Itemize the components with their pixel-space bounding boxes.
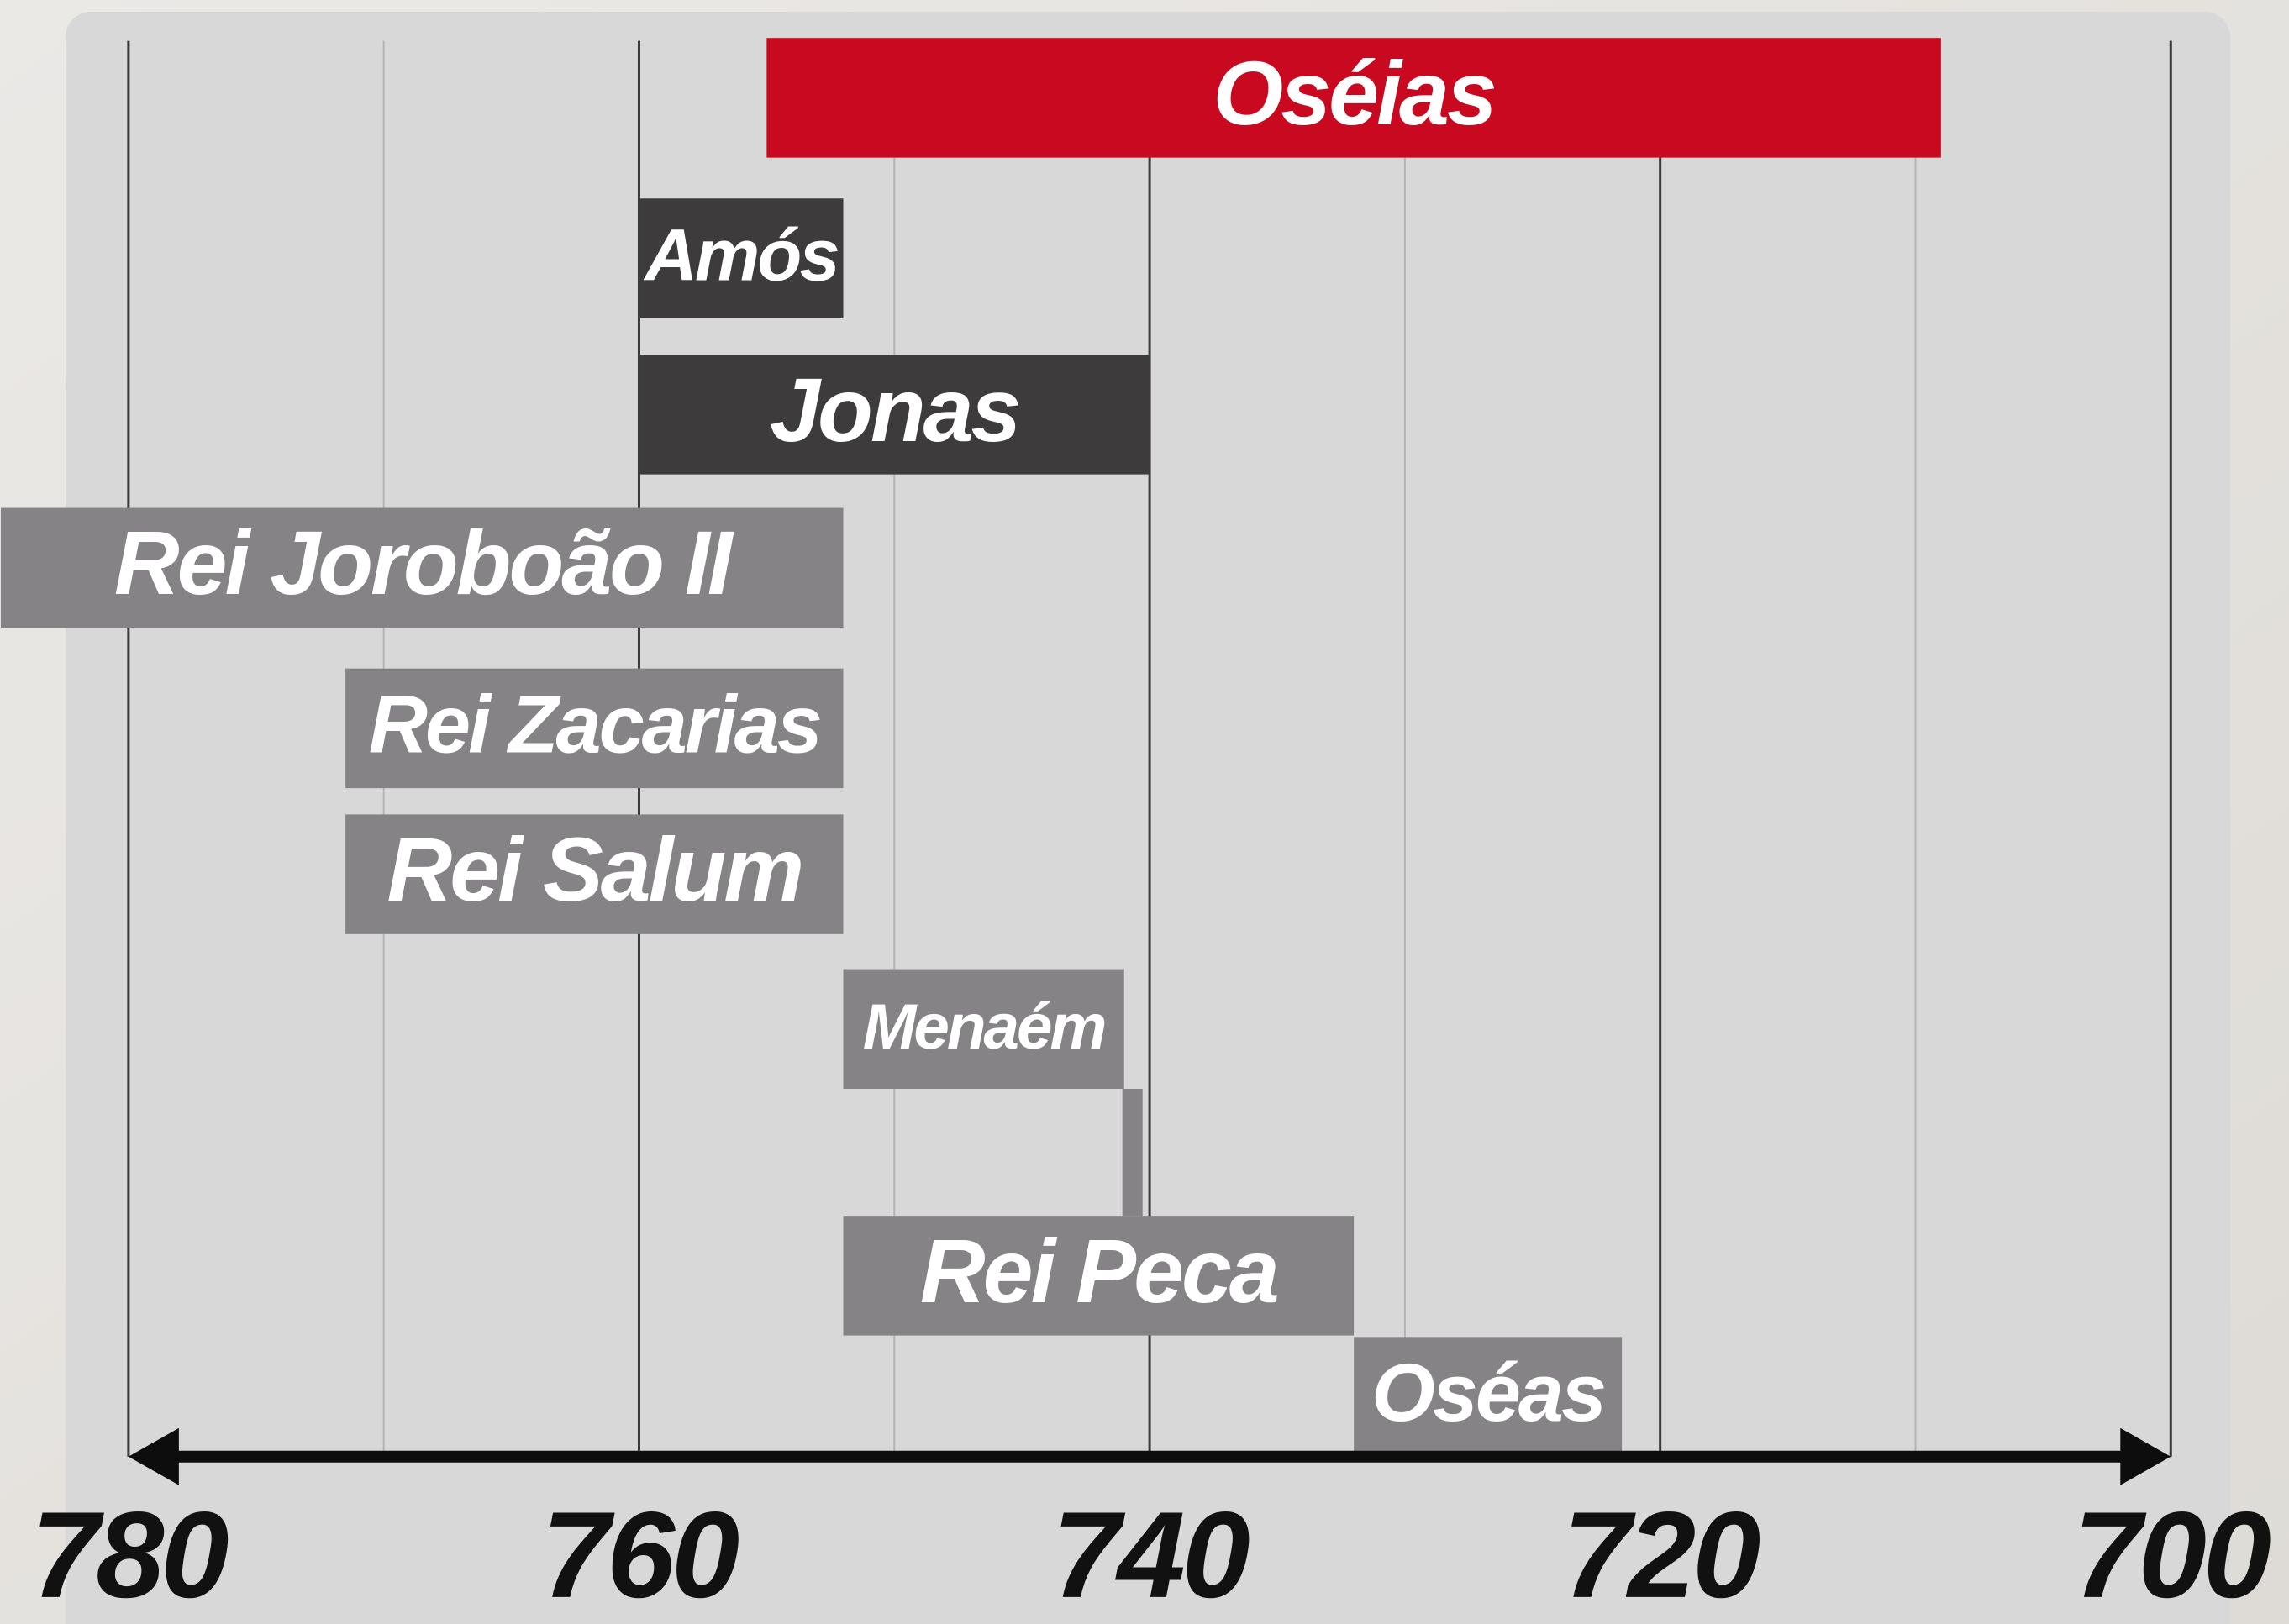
bar-label: Rei Peca (920, 1221, 1277, 1322)
bar-label: Jonas (770, 360, 1018, 460)
bar-label: Rei Zacarias (369, 679, 820, 770)
x-tick-label: 740 (1052, 1486, 1249, 1623)
x-tick-label: 720 (1563, 1486, 1760, 1623)
x-tick-label: 780 (31, 1486, 228, 1623)
bar-label: Oséias (1213, 43, 1494, 144)
bar-label: Rei Joroboão II (114, 512, 734, 613)
chart: Oséias Amós Jonas Rei Joroboão II Rei Zacari… (0, 0, 2289, 1624)
connector (1123, 1089, 1143, 1216)
x-tick-label: 700 (2074, 1486, 2271, 1623)
bar-label: Oséas (1371, 1347, 1604, 1438)
bar-label: Amós (643, 214, 838, 296)
bar-label: Rei Salum (387, 819, 802, 920)
bar-label: Menaém (863, 991, 1105, 1063)
x-tick-label: 760 (542, 1486, 739, 1623)
page: Oséias Amós Jonas Rei Joroboão II Rei Zacari… (0, 0, 2289, 1624)
